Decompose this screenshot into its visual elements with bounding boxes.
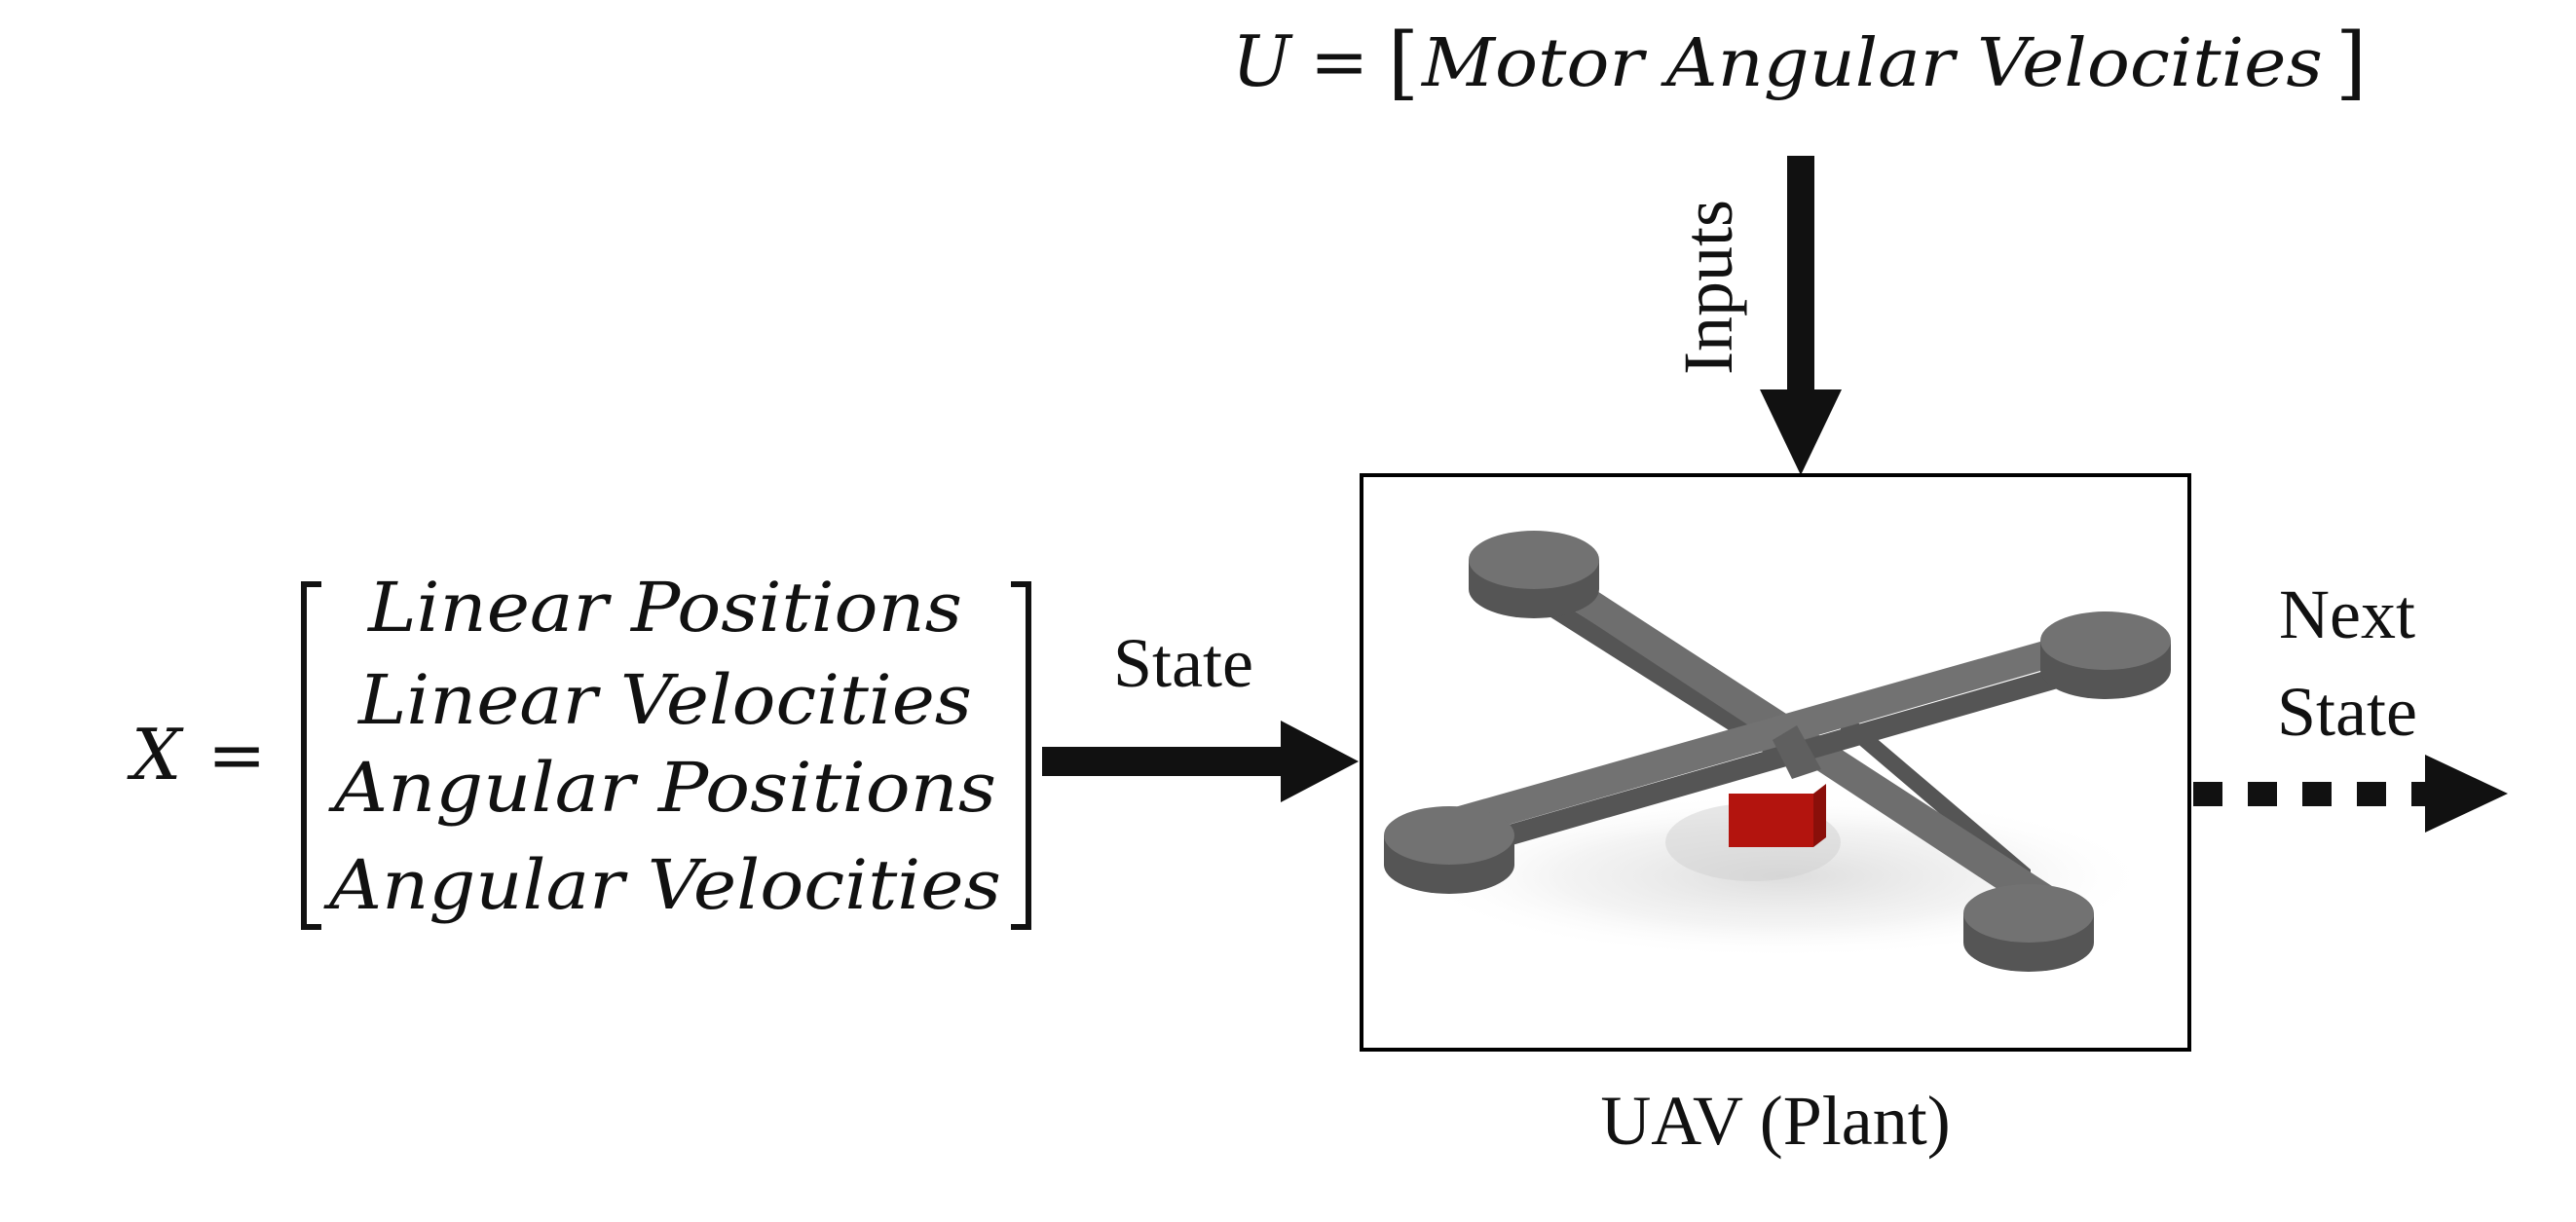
state-row: Angular Positions	[327, 748, 996, 828]
inputs-equals: =	[1310, 20, 1368, 102]
inputs-content: Motor Angular Velocities	[1420, 25, 2323, 102]
next-state-label-line1: Next	[2279, 575, 2415, 653]
state-row: Linear Positions	[366, 568, 962, 648]
inputs-equation: U = [ Motor Angular Velocities ]	[1232, 17, 2367, 109]
inputs-arrow	[1760, 156, 1842, 475]
state-variable: X	[127, 714, 184, 796]
next-state-label-line2: State	[2277, 673, 2417, 751]
inputs-label: Inputs	[1669, 200, 1747, 375]
state-left-bracket	[301, 581, 321, 930]
quadcopter-icon	[1384, 531, 2171, 972]
plant-caption: UAV (Plant)	[1600, 1082, 1950, 1160]
state-equation: X = Linear Positions Linear Velocities A…	[127, 568, 1031, 930]
inputs-open-bracket: [	[1388, 17, 1419, 109]
state-right-bracket	[1011, 581, 1031, 930]
state-row: Angular Velocities	[323, 845, 1001, 925]
state-row: Linear Velocities	[356, 660, 972, 740]
next-state-arrow	[2193, 755, 2508, 833]
inputs-close-bracket: ]	[2335, 17, 2367, 109]
inputs-variable: U	[1232, 20, 1293, 102]
state-label: State	[1113, 624, 1253, 702]
state-arrow	[1042, 721, 1359, 802]
state-equals: =	[207, 714, 266, 796]
